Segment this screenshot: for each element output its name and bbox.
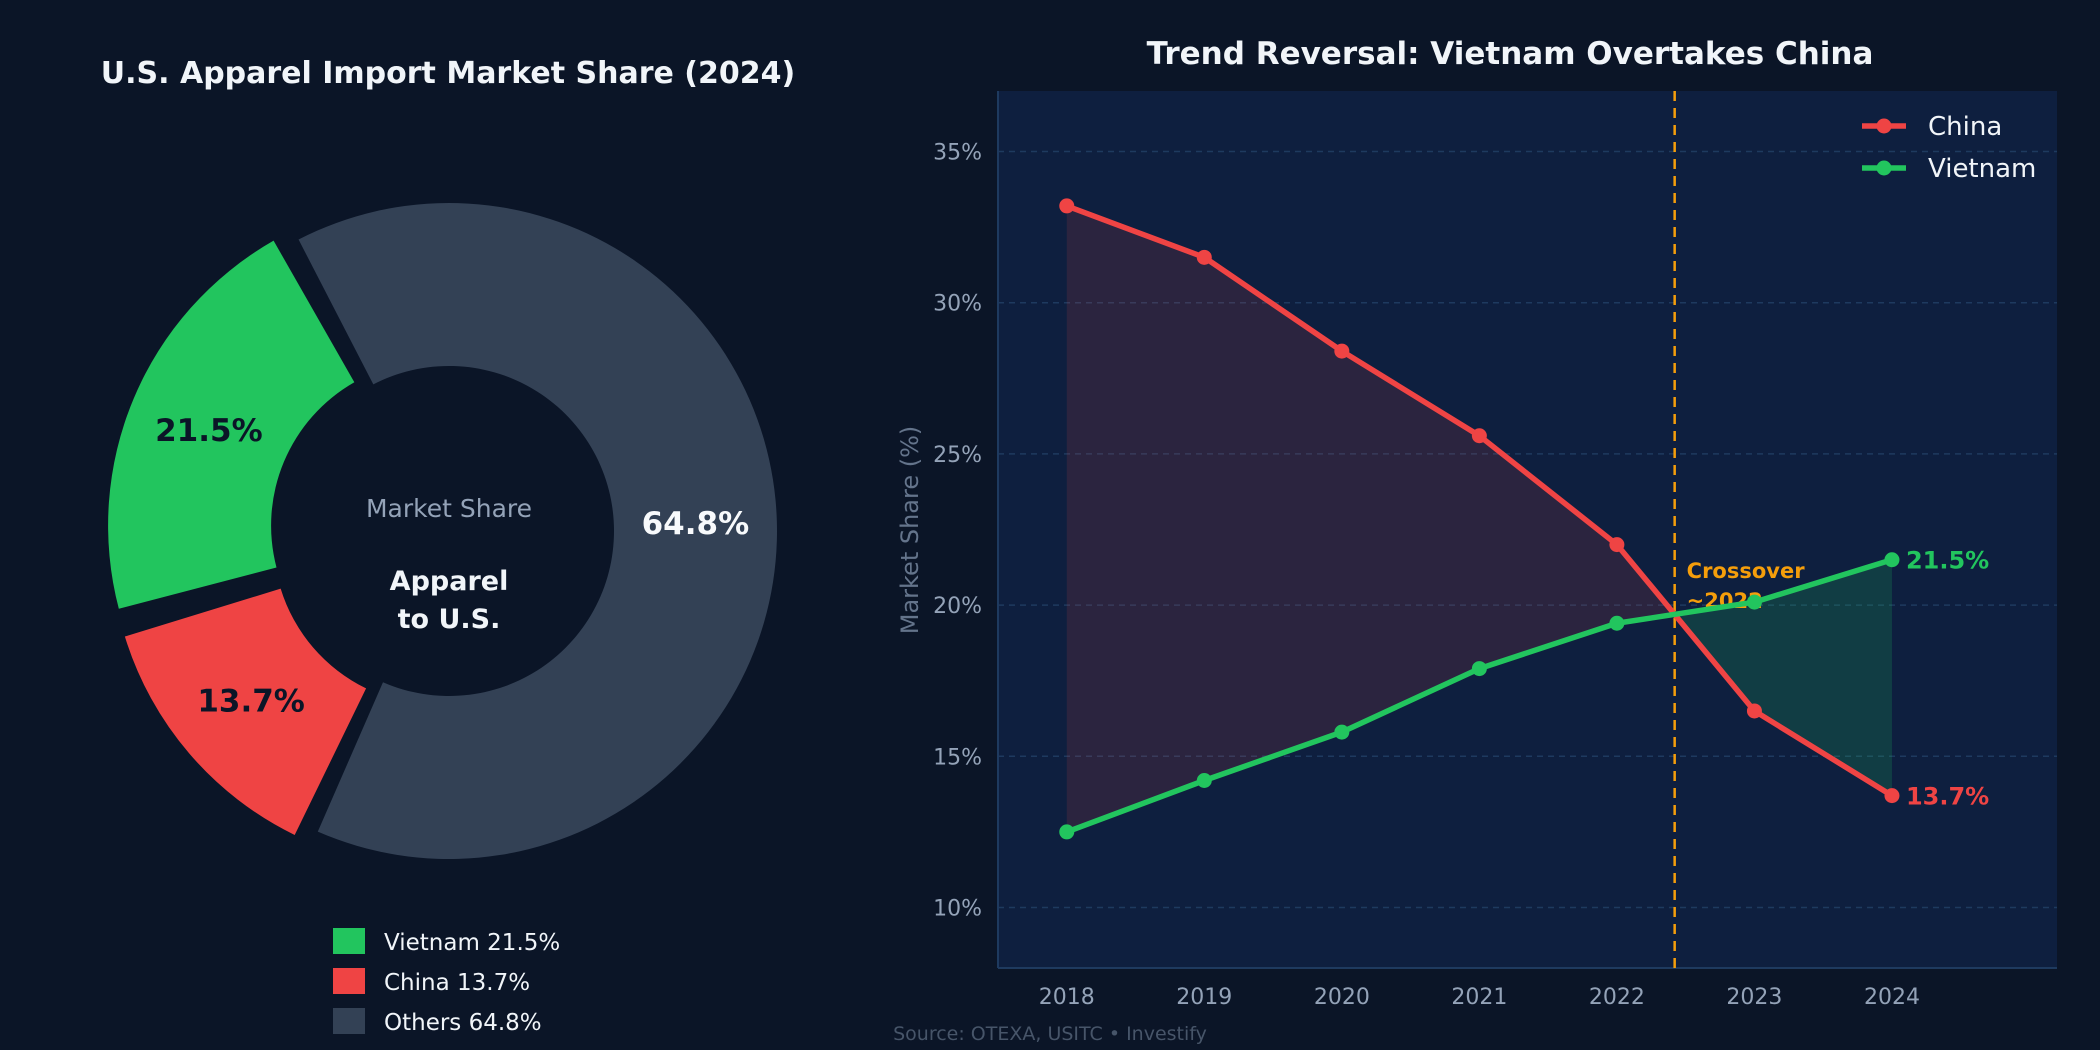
legend-label: Vietnam 21.5% (384, 930, 560, 956)
donut-center-line2: to U.S. (398, 604, 501, 635)
legend-label: China (1928, 112, 2002, 142)
legend-swatch-vietnam (333, 928, 365, 954)
y-tick-label: 25% (933, 443, 982, 468)
point-china (1196, 249, 1212, 265)
donut-center-line1: Apparel (390, 566, 509, 597)
point-vietnam (1884, 552, 1900, 568)
end-label-china: 13.7% (1906, 783, 1989, 811)
point-vietnam (1059, 824, 1075, 840)
donut-chart: 64.8% 13.7% 21.5% (108, 203, 778, 859)
point-vietnam (1746, 594, 1762, 610)
donut-slice-vietnam (108, 240, 355, 609)
legend-marker (1876, 160, 1892, 176)
point-china (1334, 343, 1350, 359)
x-tick-label: 2020 (1314, 985, 1370, 1010)
legend-label: China 13.7% (384, 970, 530, 996)
line-title: Trend Reversal: Vietnam Overtakes China (1147, 36, 1874, 72)
x-tick-label: 2022 (1589, 985, 1645, 1010)
donut-slice-label: 64.8% (642, 506, 750, 542)
point-vietnam (1609, 615, 1625, 631)
donut-title: U.S. Apparel Import Market Share (2024) (101, 56, 795, 91)
donut-slice-label: 21.5% (155, 413, 263, 449)
point-vietnam (1334, 724, 1350, 740)
end-label-vietnam: 21.5% (1906, 547, 1989, 575)
x-tick-label: 2024 (1864, 985, 1920, 1010)
x-tick-label: 2018 (1039, 985, 1095, 1010)
legend-label: Vietnam (1928, 154, 2036, 184)
y-axis-label: Market Share (%) (896, 426, 924, 635)
point-china (1059, 198, 1075, 214)
x-tick-label: 2019 (1176, 985, 1232, 1010)
point-china (1884, 788, 1900, 804)
y-tick-label: 35% (933, 140, 982, 165)
legend-label: Others 64.8% (384, 1010, 542, 1036)
donut-legend: Vietnam 21.5% China 13.7% Others 64.8% (333, 928, 560, 1036)
fill-china-lead (1066, 205, 1675, 832)
point-china (1471, 428, 1487, 444)
legend-marker (1876, 118, 1892, 134)
y-tick-label: 10% (933, 897, 982, 922)
legend-swatch-others (333, 1008, 365, 1034)
donut-slice-label: 13.7% (197, 683, 305, 719)
plot-area (998, 91, 2057, 968)
point-china (1609, 537, 1625, 553)
donut-center-subtitle: Market Share (366, 494, 532, 523)
fill-vietnam-lead (1674, 559, 1892, 796)
y-tick-label: 15% (933, 745, 982, 770)
source-footer: Source: OTEXA, USITC • Investify (893, 1023, 1207, 1045)
point-vietnam (1196, 773, 1212, 789)
x-tick-label: 2021 (1451, 985, 1507, 1010)
donut-slice-others (298, 203, 778, 859)
y-tick-label: 20% (933, 594, 982, 619)
x-tick-label: 2023 (1726, 985, 1782, 1010)
point-china (1746, 703, 1762, 719)
point-vietnam (1471, 661, 1487, 677)
line-chart: 10% 15% 20% 25% 30% 35% 2018 2019 2020 2021 2022 20… (933, 91, 2057, 1010)
crossover-label-line1: Crossover (1687, 559, 1806, 583)
y-tick-label: 30% (933, 292, 982, 317)
donut-slice-china (124, 588, 367, 835)
legend-swatch-china (333, 968, 365, 994)
